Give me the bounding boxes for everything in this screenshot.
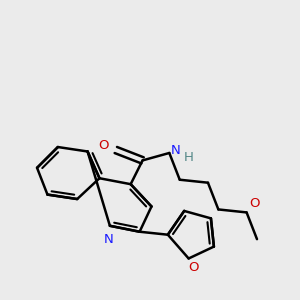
Text: O: O xyxy=(99,139,109,152)
Text: O: O xyxy=(188,261,198,274)
Text: N: N xyxy=(103,233,113,246)
Text: N: N xyxy=(171,144,181,157)
Text: O: O xyxy=(249,197,259,210)
Text: H: H xyxy=(184,151,194,164)
